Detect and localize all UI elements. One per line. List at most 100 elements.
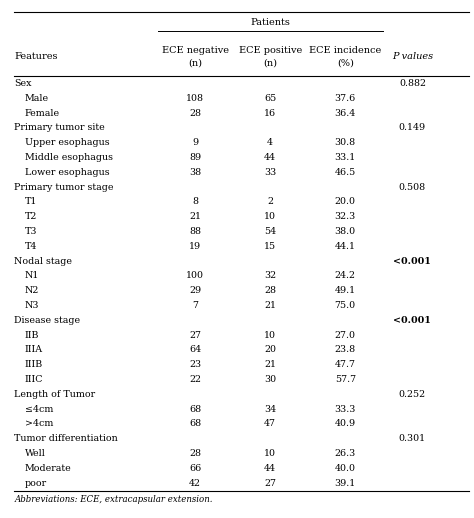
Text: Middle esophagus: Middle esophagus xyxy=(25,153,113,162)
Text: 108: 108 xyxy=(186,94,204,103)
Text: Sex: Sex xyxy=(14,79,32,88)
Text: ECE incidence
(%): ECE incidence (%) xyxy=(309,46,382,67)
Text: 40.0: 40.0 xyxy=(335,464,356,473)
Text: 23: 23 xyxy=(189,360,201,369)
Text: 54: 54 xyxy=(264,227,276,236)
Text: 2: 2 xyxy=(267,197,273,207)
Text: 16: 16 xyxy=(264,109,276,118)
Text: 19: 19 xyxy=(189,242,201,251)
Text: 0.149: 0.149 xyxy=(399,123,426,133)
Text: Primary tumor stage: Primary tumor stage xyxy=(14,183,114,192)
Text: 88: 88 xyxy=(189,227,201,236)
Text: 21: 21 xyxy=(189,212,201,221)
Text: 30: 30 xyxy=(264,375,276,384)
Text: 44: 44 xyxy=(264,464,276,473)
Text: 65: 65 xyxy=(264,94,276,103)
Text: 0.252: 0.252 xyxy=(399,390,426,399)
Text: IIIC: IIIC xyxy=(25,375,43,384)
Text: 26.3: 26.3 xyxy=(335,449,356,458)
Text: Length of Tumor: Length of Tumor xyxy=(14,390,95,399)
Text: 28: 28 xyxy=(189,449,201,458)
Text: 30.8: 30.8 xyxy=(335,138,356,147)
Text: 33.3: 33.3 xyxy=(335,405,356,414)
Text: poor: poor xyxy=(25,479,47,487)
Text: Patients: Patients xyxy=(250,18,290,26)
Text: N1: N1 xyxy=(25,271,39,280)
Text: 68: 68 xyxy=(189,405,201,414)
Text: 75.0: 75.0 xyxy=(335,301,356,310)
Text: 38.0: 38.0 xyxy=(335,227,356,236)
Text: ≤4cm: ≤4cm xyxy=(25,405,53,414)
Text: 44.1: 44.1 xyxy=(335,242,356,251)
Text: IIB: IIB xyxy=(25,330,39,340)
Text: 33.1: 33.1 xyxy=(335,153,356,162)
Text: 28: 28 xyxy=(189,109,201,118)
Text: 20: 20 xyxy=(264,346,276,354)
Text: Features: Features xyxy=(14,52,58,61)
Text: 47.7: 47.7 xyxy=(335,360,356,369)
Text: 0.301: 0.301 xyxy=(399,434,426,443)
Text: ECE positive
(n): ECE positive (n) xyxy=(238,46,302,67)
Text: 44: 44 xyxy=(264,153,276,162)
Text: 47: 47 xyxy=(264,420,276,428)
Text: IIIB: IIIB xyxy=(25,360,43,369)
Text: ECE negative
(n): ECE negative (n) xyxy=(162,46,228,67)
Text: 100: 100 xyxy=(186,271,204,280)
Text: 34: 34 xyxy=(264,405,276,414)
Text: Male: Male xyxy=(25,94,49,103)
Text: T4: T4 xyxy=(25,242,37,251)
Text: Tumor differentiation: Tumor differentiation xyxy=(14,434,118,443)
Text: 32.3: 32.3 xyxy=(335,212,356,221)
Text: 32: 32 xyxy=(264,271,276,280)
Text: 33: 33 xyxy=(264,168,276,177)
Text: 89: 89 xyxy=(189,153,201,162)
Text: 27: 27 xyxy=(189,330,201,340)
Text: 46.5: 46.5 xyxy=(335,168,356,177)
Text: Lower esophagus: Lower esophagus xyxy=(25,168,109,177)
Text: 24.2: 24.2 xyxy=(335,271,356,280)
Text: T1: T1 xyxy=(25,197,37,207)
Text: 10: 10 xyxy=(264,330,276,340)
Text: Well: Well xyxy=(25,449,46,458)
Text: 10: 10 xyxy=(264,449,276,458)
Text: >4cm: >4cm xyxy=(25,420,53,428)
Text: 57.7: 57.7 xyxy=(335,375,356,384)
Text: 22: 22 xyxy=(189,375,201,384)
Text: T2: T2 xyxy=(25,212,37,221)
Text: 49.1: 49.1 xyxy=(335,286,356,295)
Text: 0.508: 0.508 xyxy=(399,183,426,192)
Text: 29: 29 xyxy=(189,286,201,295)
Text: N3: N3 xyxy=(25,301,39,310)
Text: Abbreviations: ECE, extracapsular extension.: Abbreviations: ECE, extracapsular extens… xyxy=(14,495,213,504)
Text: 21: 21 xyxy=(264,360,276,369)
Text: IIIA: IIIA xyxy=(25,346,43,354)
Text: 8: 8 xyxy=(192,197,198,207)
Text: Nodal stage: Nodal stage xyxy=(14,256,72,266)
Text: Moderate: Moderate xyxy=(25,464,72,473)
Text: 64: 64 xyxy=(189,346,201,354)
Text: 40.9: 40.9 xyxy=(335,420,356,428)
Text: 21: 21 xyxy=(264,301,276,310)
Text: 10: 10 xyxy=(264,212,276,221)
Text: Disease stage: Disease stage xyxy=(14,316,81,325)
Text: <0.001: <0.001 xyxy=(393,256,431,266)
Text: Primary tumor site: Primary tumor site xyxy=(14,123,105,133)
Text: 23.8: 23.8 xyxy=(335,346,356,354)
Text: P values: P values xyxy=(392,52,433,61)
Text: 28: 28 xyxy=(264,286,276,295)
Text: 27: 27 xyxy=(264,479,276,487)
Text: 36.4: 36.4 xyxy=(335,109,356,118)
Text: 42: 42 xyxy=(189,479,201,487)
Text: N2: N2 xyxy=(25,286,39,295)
Text: 37.6: 37.6 xyxy=(335,94,356,103)
Text: 39.1: 39.1 xyxy=(335,479,356,487)
Text: T3: T3 xyxy=(25,227,37,236)
Text: 15: 15 xyxy=(264,242,276,251)
Text: 0.882: 0.882 xyxy=(399,79,426,88)
Text: Female: Female xyxy=(25,109,60,118)
Text: <0.001: <0.001 xyxy=(393,316,431,325)
Text: Upper esophagus: Upper esophagus xyxy=(25,138,109,147)
Text: 4: 4 xyxy=(267,138,273,147)
Text: 9: 9 xyxy=(192,138,198,147)
Text: 27.0: 27.0 xyxy=(335,330,356,340)
